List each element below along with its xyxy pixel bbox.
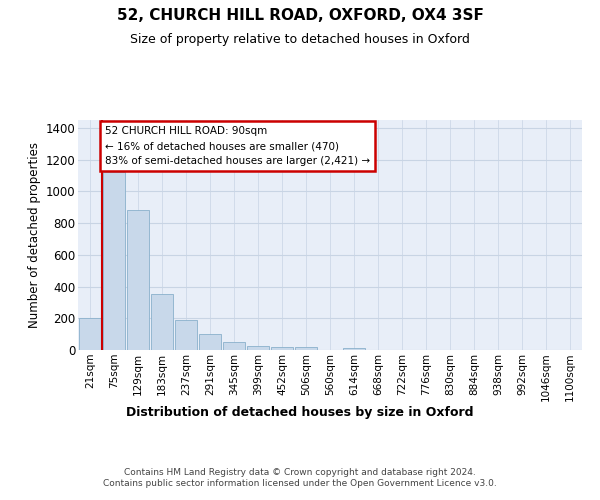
Bar [127,210,149,350]
Bar [295,348,317,350]
Text: Size of property relative to detached houses in Oxford: Size of property relative to detached ho… [130,32,470,46]
Bar [199,334,221,350]
Y-axis label: Number of detached properties: Number of detached properties [28,142,41,328]
Bar [175,320,197,350]
Bar [103,172,125,350]
Bar [247,346,269,350]
Bar [343,348,365,350]
Bar [223,342,245,350]
Text: 52, CHURCH HILL ROAD, OXFORD, OX4 3SF: 52, CHURCH HILL ROAD, OXFORD, OX4 3SF [116,8,484,22]
Text: Distribution of detached houses by size in Oxford: Distribution of detached houses by size … [126,406,474,419]
Text: 52 CHURCH HILL ROAD: 90sqm
← 16% of detached houses are smaller (470)
83% of sem: 52 CHURCH HILL ROAD: 90sqm ← 16% of deta… [105,126,370,166]
Bar [79,318,101,350]
Bar [151,294,173,350]
Text: Contains HM Land Registry data © Crown copyright and database right 2024.
Contai: Contains HM Land Registry data © Crown c… [103,468,497,487]
Bar [271,346,293,350]
